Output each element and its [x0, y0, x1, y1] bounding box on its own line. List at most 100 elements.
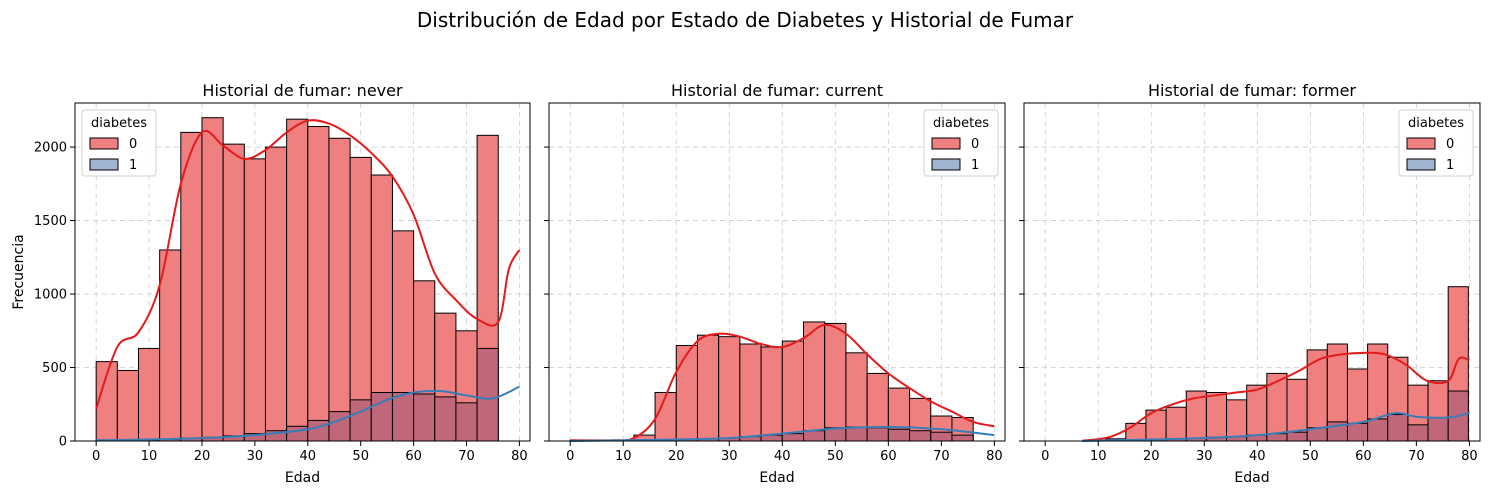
- bar-class-1: [909, 430, 932, 442]
- legend: diabetes 0 1: [923, 109, 999, 177]
- legend-label-1: 1: [971, 158, 979, 173]
- y-axis-label: Frecuencia: [11, 234, 27, 309]
- bar-class-1: [1387, 414, 1409, 442]
- x-tick-label: 60: [1355, 449, 1372, 464]
- kde-line-class-1: [96, 385, 520, 442]
- bar-class-1: [951, 434, 974, 442]
- x-tick-label: 60: [405, 449, 422, 464]
- bar-class-1: [845, 426, 868, 442]
- bar-class-1: [803, 430, 826, 442]
- x-tick-label: 30: [721, 449, 738, 464]
- bar-class-0: [137, 347, 161, 442]
- bar-class-1: [286, 425, 309, 442]
- bar-class-1: [781, 433, 805, 442]
- y-tick-label: 0: [59, 435, 67, 450]
- panel-title: Historial de fumar: current: [671, 81, 883, 100]
- bar-class-1: [1427, 416, 1449, 442]
- bar-class-0: [159, 249, 182, 442]
- bar-class-0: [1266, 372, 1288, 442]
- legend: diabetes 0 1: [1398, 109, 1474, 177]
- x-tick-label: 70: [458, 449, 475, 464]
- bar-class-0: [264, 146, 288, 442]
- bar-class-0: [1125, 422, 1147, 442]
- legend-swatch-0: [1406, 137, 1436, 150]
- bar-class-1: [1407, 424, 1429, 442]
- bar-class-0: [286, 118, 309, 442]
- bar-class-1: [307, 419, 330, 442]
- axes-frame: [1023, 102, 1481, 442]
- bar-class-0: [696, 334, 720, 442]
- x-tick-label: 70: [1408, 449, 1425, 464]
- x-axis-label: Edad: [759, 470, 794, 486]
- x-tick-label: 40: [774, 449, 791, 464]
- x-tick-label: 0: [1041, 449, 1049, 464]
- x-tick-label: 20: [1143, 449, 1160, 464]
- bar-class-0: [349, 156, 372, 442]
- bar-class-1: [476, 347, 499, 442]
- bar-class-1: [1367, 418, 1389, 442]
- bar-class-0: [739, 343, 762, 442]
- kde-line-class-1: [1082, 411, 1470, 442]
- bar-class-0: [180, 131, 203, 442]
- bar-class-0: [222, 143, 245, 442]
- x-axis-label: Edad: [1234, 470, 1269, 486]
- legend: diabetes 0 1: [81, 109, 157, 177]
- bar-class-1: [391, 392, 415, 442]
- y-tick-label: 2000: [34, 141, 67, 156]
- bar-class-1: [1286, 431, 1308, 442]
- bar-class-0: [201, 117, 224, 442]
- legend-title: diabetes: [91, 116, 147, 131]
- x-tick-label: 20: [194, 449, 211, 464]
- bar-class-0: [654, 392, 677, 442]
- bar-class-0: [1246, 384, 1268, 442]
- kde-line-class-1: [570, 426, 995, 442]
- kde-line-class-0: [1082, 351, 1470, 442]
- bar-class-1: [328, 411, 351, 442]
- legend-swatch-1: [931, 158, 961, 171]
- bar-class-1: [349, 399, 372, 442]
- bar-class-0: [116, 369, 139, 442]
- x-tick-label: 10: [141, 449, 158, 464]
- bar-class-1: [1346, 422, 1369, 442]
- legend-label-0: 0: [129, 137, 137, 152]
- panel-1: 0 10 20 30 40 50 60 70 800500100015002000Histori…: [11, 81, 531, 486]
- x-tick-label: 50: [1302, 449, 1319, 464]
- bar-class-0: [760, 346, 783, 442]
- axes-frame: [548, 102, 1006, 442]
- x-tick-label: 80: [511, 449, 528, 464]
- x-tick-label: 70: [933, 449, 950, 464]
- legend-label-0: 0: [971, 137, 979, 152]
- x-tick-label: 80: [986, 449, 1003, 464]
- bar-class-0: [718, 336, 741, 442]
- kde-line-class-0: [570, 323, 995, 442]
- y-tick-label: 1000: [34, 288, 67, 303]
- legend-swatch-1: [1406, 158, 1436, 171]
- legend-label-0: 0: [1446, 137, 1454, 152]
- bar-class-0: [1226, 399, 1248, 442]
- bar-class-1: [930, 431, 953, 442]
- bar-class-1: [413, 393, 436, 442]
- panel-title: Historial de fumar: never: [202, 81, 403, 100]
- legend-title: diabetes: [1408, 116, 1464, 131]
- legend-swatch-0: [89, 137, 119, 150]
- kde-line-class-0: [95, 119, 521, 409]
- bar-class-0: [307, 126, 330, 442]
- x-tick-label: 20: [668, 449, 685, 464]
- legend-swatch-0: [931, 137, 961, 150]
- y-tick-label: 500: [42, 361, 67, 376]
- bar-class-0: [1205, 392, 1228, 442]
- bar-class-0: [675, 344, 698, 442]
- x-tick-label: 80: [1461, 449, 1478, 464]
- x-tick-label: 30: [1196, 449, 1213, 464]
- bar-class-0: [803, 321, 826, 442]
- x-tick-label: 0: [92, 449, 100, 464]
- x-tick-label: 40: [1249, 449, 1266, 464]
- y-tick-label: 1500: [34, 214, 67, 229]
- x-tick-label: 10: [615, 449, 632, 464]
- bar-class-0: [781, 340, 805, 442]
- legend-swatch-1: [89, 158, 119, 171]
- x-tick-label: 0: [566, 449, 574, 464]
